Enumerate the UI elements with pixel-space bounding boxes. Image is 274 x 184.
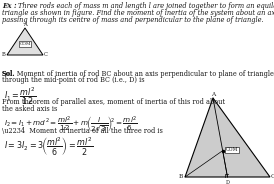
Text: A: A — [23, 22, 27, 27]
Polygon shape — [185, 98, 270, 177]
Text: Ex :: Ex : — [2, 2, 19, 10]
Text: From theorem of parallel axes, moment of inertia of this rod about: From theorem of parallel axes, moment of… — [2, 98, 225, 106]
Text: C: C — [271, 174, 274, 180]
Text: C: C — [44, 52, 48, 57]
Text: B: B — [179, 174, 183, 180]
Text: D: D — [226, 180, 229, 184]
Text: \u2234  Moment of inertia of all the three rod is: \u2234 Moment of inertia of all the thre… — [2, 127, 163, 135]
Text: through the mid-point of rod BC (i.e., D) is: through the mid-point of rod BC (i.e., D… — [2, 77, 145, 84]
Text: triangle as shown in figure. Find the moment of inertia of the system about an a: triangle as shown in figure. Find the mo… — [2, 9, 274, 17]
Text: the asked axis is: the asked axis is — [2, 105, 57, 113]
Text: Sol. Moment of inertia of rod BC about an axis perpendicular to plane of triangl: Sol. Moment of inertia of rod BC about a… — [2, 70, 274, 78]
Text: $I = 3I_2 = 3\!\left(\dfrac{ml^2}{6}\right) = \dfrac{ml^2}{2}$: $I = 3I_2 = 3\!\left(\dfrac{ml^2}{6}\rig… — [4, 135, 93, 157]
Text: COM: COM — [19, 42, 31, 46]
Polygon shape — [7, 28, 43, 55]
Text: B: B — [2, 52, 6, 57]
Text: $I_1 = \dfrac{ml^2}{12}$: $I_1 = \dfrac{ml^2}{12}$ — [4, 85, 36, 107]
Text: A: A — [211, 92, 215, 97]
Text: COM: COM — [226, 147, 238, 152]
Text: Sol.: Sol. — [2, 70, 16, 78]
Text: Three rods each of mass m and length l are joined together to form an equilatera: Three rods each of mass m and length l a… — [18, 2, 274, 10]
Text: passing through its centre of mass and perpendicular to the plane of triangle.: passing through its centre of mass and p… — [2, 16, 264, 24]
Text: $I_2 = I_1 + md^2 = \dfrac{ml^2}{12} + m\!\left(\dfrac{l}{2\sqrt{3}}\right)^{\!2: $I_2 = I_1 + md^2 = \dfrac{ml^2}{12} + m… — [4, 114, 138, 134]
